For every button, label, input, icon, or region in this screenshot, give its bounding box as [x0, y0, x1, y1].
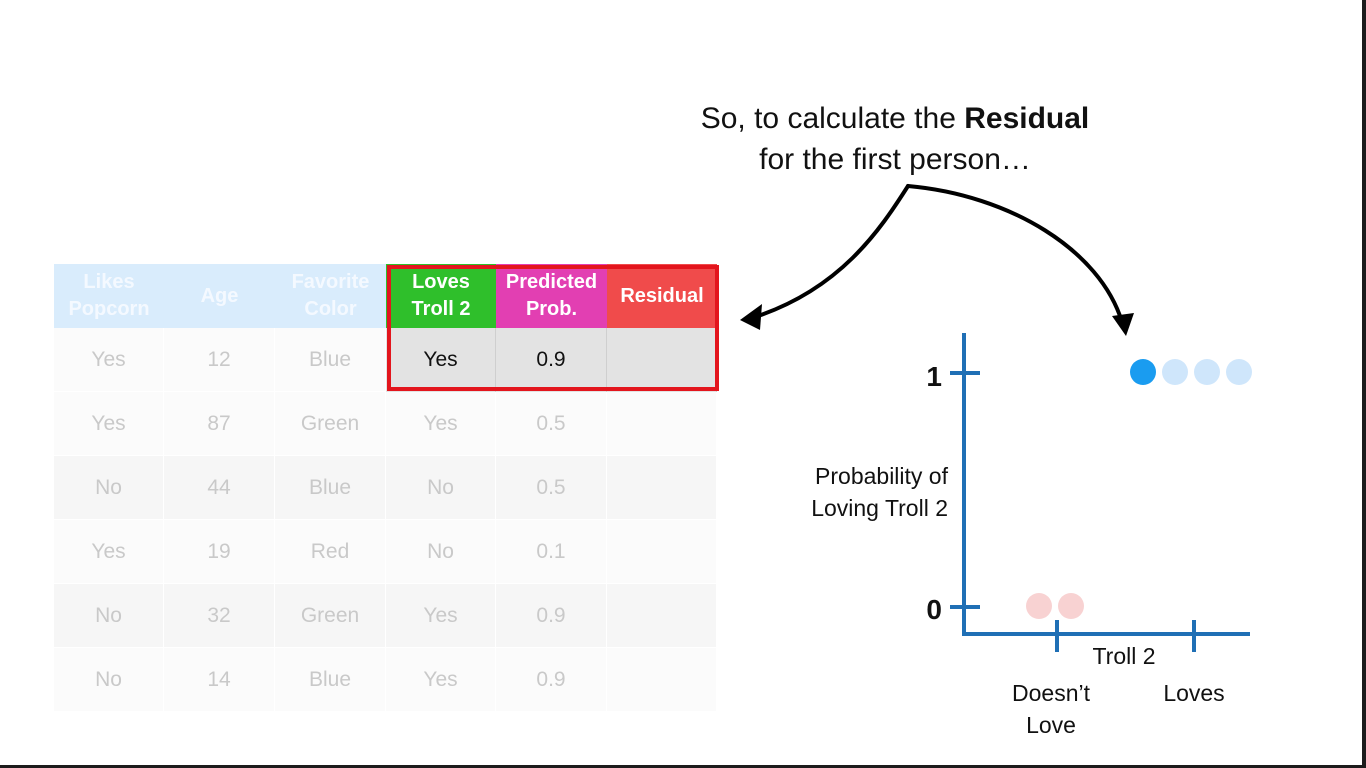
- caption-line-1: So, to calculate the Residual: [640, 98, 1150, 139]
- caption: So, to calculate the Residual for the fi…: [640, 98, 1150, 180]
- table-cell: 0.5: [496, 456, 607, 520]
- point-loves-3: [1194, 359, 1220, 385]
- caption-line-2: for the first person…: [759, 143, 1031, 176]
- table-cell: No: [386, 520, 496, 584]
- x-axis-label: Troll 2: [1092, 643, 1155, 669]
- header-residual: Residual: [607, 264, 717, 328]
- table-cell: Yes: [386, 584, 496, 648]
- x-tick-doesnt-label-line-1: Doesn’t: [1012, 680, 1091, 706]
- point-doesnt-1: [1026, 593, 1052, 619]
- point-loves-4: [1226, 359, 1252, 385]
- table-cell: [607, 456, 717, 520]
- point-doesnt-2: [1058, 593, 1084, 619]
- y-tick-0-label: 0: [926, 594, 942, 625]
- table-cell: Blue: [275, 328, 386, 392]
- arrow-to-graph-head: [1112, 313, 1134, 336]
- table-cell: 0.5: [496, 392, 607, 456]
- table-cell: Yes: [54, 392, 164, 456]
- x-tick-doesnt-label-line-2: Love: [1026, 712, 1076, 738]
- highlighted-loves-cell: Yes: [386, 328, 496, 392]
- table-cell: 0.9: [496, 648, 607, 712]
- table-cell: 19: [164, 520, 275, 584]
- table-cell: Yes: [386, 648, 496, 712]
- point-loves-1: [1130, 359, 1156, 385]
- table-cell: [607, 648, 717, 712]
- table-cell: 12: [164, 328, 275, 392]
- header-predicted-prob: Predicted Prob.: [496, 264, 607, 328]
- arrow-to-table: [750, 184, 910, 320]
- table-cell: No: [386, 456, 496, 520]
- y-axis-label-line-1: Probability of: [815, 463, 949, 489]
- table-cell: [607, 392, 717, 456]
- table-cell: No: [54, 456, 164, 520]
- table-cell: No: [54, 584, 164, 648]
- table-cell: 44: [164, 456, 275, 520]
- table-cell: Green: [275, 392, 386, 456]
- table-cell: [607, 520, 717, 584]
- table-cell: Green: [275, 584, 386, 648]
- table-cell: 0.1: [496, 520, 607, 584]
- table-cell: 32: [164, 584, 275, 648]
- window-bottom-border: [0, 765, 1366, 768]
- header-likes-popcorn: Likes Popcorn: [54, 264, 164, 328]
- table-cell: Blue: [275, 648, 386, 712]
- table-cell: 87: [164, 392, 275, 456]
- table-cell: Yes: [54, 520, 164, 584]
- table-cell: Red: [275, 520, 386, 584]
- y-axis-label-line-2: Loving Troll 2: [811, 495, 948, 521]
- highlighted-residual-cell: [607, 328, 717, 392]
- caption-prefix: So, to calculate the: [700, 102, 965, 135]
- arrow-to-graph: [906, 184, 1124, 324]
- table-cell: 0.9: [496, 584, 607, 648]
- table-cell: Yes: [54, 328, 164, 392]
- x-tick-loves-label: Loves: [1163, 680, 1224, 706]
- table-cell: Yes: [386, 392, 496, 456]
- table-cell: [607, 584, 717, 648]
- table-cell: Blue: [275, 456, 386, 520]
- arrow-to-table-head: [740, 304, 762, 330]
- header-favorite-color: Favorite Color: [275, 264, 386, 328]
- table-cell: 14: [164, 648, 275, 712]
- header-age: Age: [164, 264, 275, 328]
- data-table: Likes Popcorn Age Favorite Color Loves T…: [54, 264, 717, 712]
- window-right-border: [1362, 0, 1366, 768]
- table-cell: No: [54, 648, 164, 712]
- header-loves-troll-2: Loves Troll 2: [386, 264, 496, 328]
- y-tick-1-label: 1: [926, 361, 942, 392]
- highlighted-predicted-cell: 0.9: [496, 328, 607, 392]
- caption-residual-bold: Residual: [964, 102, 1090, 135]
- point-loves-2: [1162, 359, 1188, 385]
